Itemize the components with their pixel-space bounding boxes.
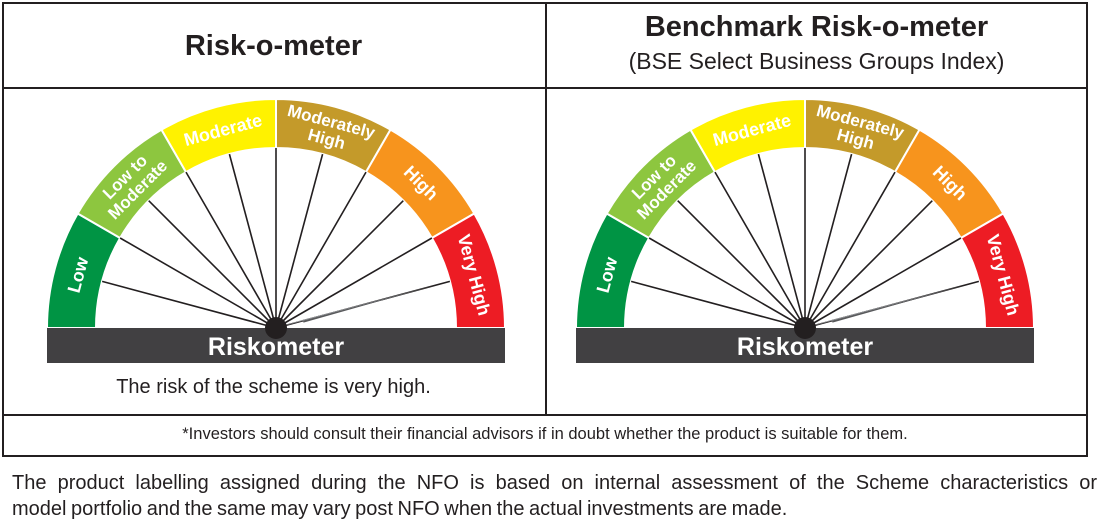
needle (831, 285, 965, 323)
header-divider (2, 87, 1088, 89)
investor-disclaimer: *Investors should consult their financia… (182, 425, 908, 443)
gauge-spoke-line (148, 200, 277, 329)
product-labelling-note-line-2: model portfolio and the same may vary po… (12, 498, 788, 520)
gauge-divider-line (275, 171, 367, 329)
gauge-divider-line (119, 237, 277, 329)
gauge-spoke-line (804, 153, 853, 329)
right-panel-subtitle: (BSE Select Business Groups Index) (628, 48, 1005, 74)
gauge-divider-line (648, 237, 806, 329)
gauge-spoke-line (677, 200, 806, 329)
gauge-divider-line (714, 171, 806, 329)
right-panel-title: Benchmark Risk-o-meter (644, 11, 989, 43)
gauge-divider-line (185, 171, 277, 329)
column-divider (545, 2, 547, 416)
disclaimer-divider (2, 414, 1088, 416)
gauge-divider-line (275, 237, 433, 329)
gauge-spoke-line (630, 280, 806, 329)
gauge-divider-line (804, 237, 962, 329)
gauge-spoke-line (101, 280, 277, 329)
gauge-spoke-line (757, 153, 806, 329)
product-labelling-note-line-1: The product labelling assigned during th… (12, 472, 1097, 494)
riskometer-bar-label: Riskometer (737, 333, 873, 361)
riskometer-bar-label: Riskometer (208, 333, 344, 361)
gauge-spoke-line (275, 153, 324, 329)
gauge-spoke-line (804, 200, 933, 329)
needle-pivot (265, 317, 287, 339)
gauge-spoke-line (275, 200, 404, 329)
needle-pivot (794, 317, 816, 339)
gauge-divider-line (804, 171, 896, 329)
needle (302, 285, 436, 323)
left-panel-title: Risk-o-meter (184, 30, 363, 62)
scheme-risk-caption: The risk of the scheme is very high. (116, 376, 431, 398)
gauge-spoke-line (228, 153, 277, 329)
